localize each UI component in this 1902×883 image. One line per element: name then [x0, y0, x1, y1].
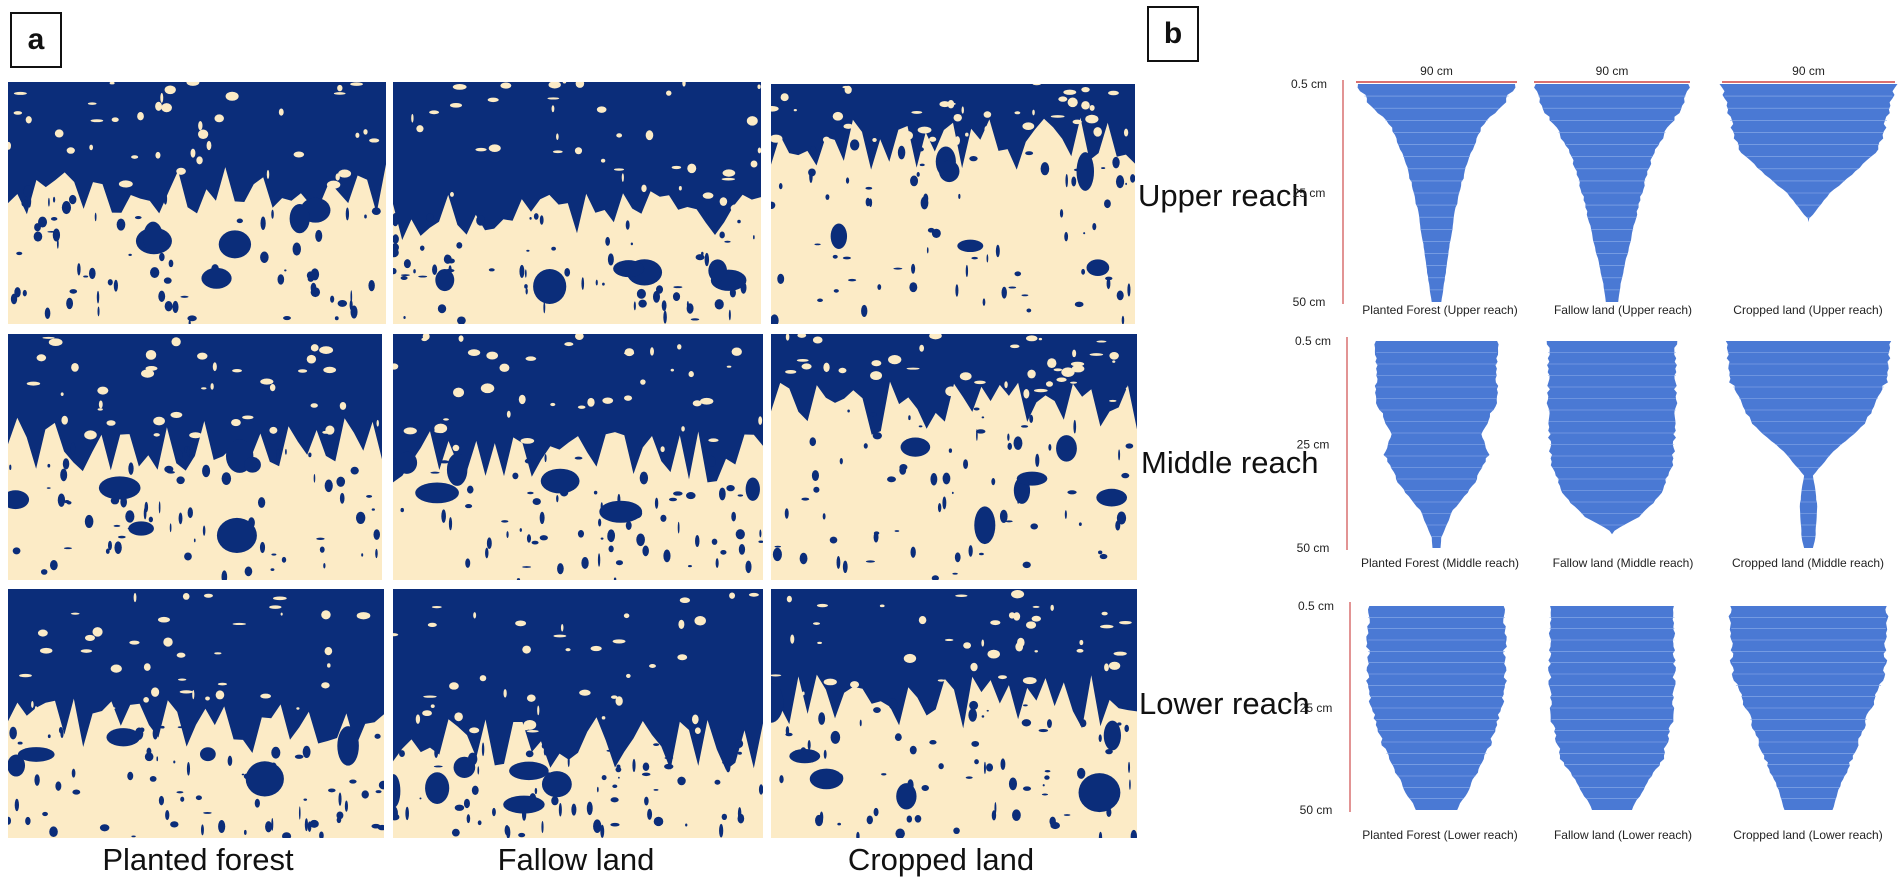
- panel-a-letter: a: [10, 12, 62, 68]
- stain-image-middle-reach-cropped-land: [771, 334, 1137, 580]
- depth-tick-label: 25 cm: [1297, 438, 1330, 452]
- profile-caption: Planted Forest (Middle reach): [1361, 556, 1519, 570]
- width-scale-label: 90 cm: [1420, 64, 1453, 78]
- stain-image-upper-reach-cropped-land: [771, 84, 1135, 324]
- profile-caption: Fallow land (Lower reach): [1554, 828, 1692, 842]
- depth-tick-label: 0.5 cm: [1295, 334, 1331, 348]
- stain-image-middle-reach-fallow-land: [393, 334, 763, 580]
- stain-image-lower-reach-cropped-land: [771, 589, 1137, 838]
- stain-image-upper-reach-planted-forest: [8, 82, 386, 324]
- panel-a-letter-text: a: [27, 23, 45, 56]
- depth-tick-label: 50 cm: [1300, 803, 1333, 817]
- profile-caption: Cropped land (Upper reach): [1733, 303, 1882, 317]
- stain-image-lower-reach-fallow-land: [393, 589, 763, 838]
- stain-image-upper-reach-fallow-land: [393, 82, 761, 324]
- panel-b-letter: b: [1147, 6, 1199, 62]
- width-scale-label: 90 cm: [1596, 64, 1629, 78]
- profile-row-1: 0.5 cm 25 cm 50 cm Planted Forest (Middle r…: [1295, 334, 1892, 570]
- profile-row-0: 0.5 cm 25 cm 50 cm 90 cm Planted Forest (Upp…: [1291, 64, 1898, 317]
- depth-tick-label: 25 cm: [1300, 701, 1333, 715]
- row-label-lower-reach: Lower reach: [1139, 686, 1310, 721]
- row-label-upper-reach: Upper reach: [1138, 178, 1309, 213]
- profile-caption: Cropped land (Middle reach): [1732, 556, 1884, 570]
- row-label-middle-reach: Middle reach: [1141, 445, 1319, 480]
- depth-tick-label: 50 cm: [1293, 295, 1326, 309]
- profile-caption: Fallow land (Upper reach): [1554, 303, 1692, 317]
- panel-b-letter-text: b: [1163, 17, 1183, 50]
- depth-tick-label: 50 cm: [1297, 541, 1330, 555]
- column-label-planted-forest: Planted forest: [102, 842, 294, 877]
- profile-caption: Fallow land (Middle reach): [1553, 556, 1694, 570]
- depth-tick-label: 0.5 cm: [1291, 77, 1327, 91]
- profile-caption: Planted Forest (Lower reach): [1362, 828, 1517, 842]
- depth-tick-label: 0.5 cm: [1298, 599, 1334, 613]
- depth-tick-label: 25 cm: [1293, 186, 1326, 200]
- profile-row-2: 0.5 cm 25 cm 50 cm Planted Forest (Lower re…: [1298, 599, 1889, 842]
- stain-image-middle-reach-planted-forest: [8, 334, 382, 580]
- column-label-cropped-land: Cropped land: [847, 842, 1035, 877]
- profile-caption: Cropped land (Lower reach): [1733, 828, 1882, 842]
- stain-image-lower-reach-planted-forest: [8, 589, 384, 838]
- column-label-fallow-land: Fallow land: [497, 842, 655, 877]
- profile-caption: Planted Forest (Upper reach): [1362, 303, 1517, 317]
- width-scale-label: 90 cm: [1792, 64, 1825, 78]
